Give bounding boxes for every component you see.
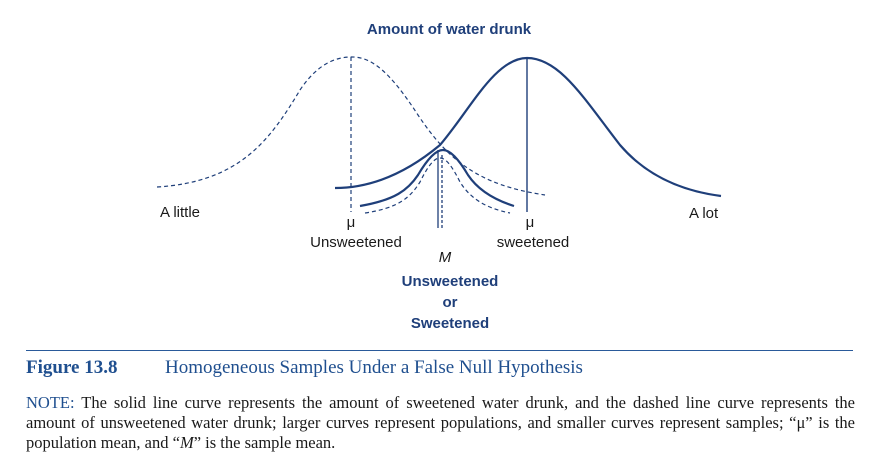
caption-divider xyxy=(26,350,853,351)
mu-unsweetened-symbol: μ xyxy=(347,214,356,231)
sweetened-sample-curve xyxy=(359,148,515,208)
a-little-label: A little xyxy=(160,204,200,221)
distribution-diagram: Amount of water drunk A little A lot μ U… xyxy=(156,21,722,332)
note-label: NOTE: xyxy=(26,393,75,412)
a-lot-label: A lot xyxy=(689,205,719,222)
sample-label-unsweetened: Unsweetened xyxy=(402,273,499,290)
mu-sweetened-symbol: μ xyxy=(526,214,535,231)
figure-note: NOTE: The solid line curve represents th… xyxy=(26,393,855,453)
diagram-title: Amount of water drunk xyxy=(367,21,532,38)
unsweetened-label: Unsweetened xyxy=(310,234,402,251)
figure-title: Homogeneous Samples Under a False Null H… xyxy=(165,357,583,378)
note-text-part1: The solid line curve represents the amou… xyxy=(26,393,856,452)
figure-number: Figure 13.8 xyxy=(26,357,118,378)
sample-label-or: or xyxy=(443,294,458,311)
sample-label-sweetened: Sweetened xyxy=(411,315,489,332)
sweetened-population-curve xyxy=(334,56,722,198)
figure-caption: Figure 13.8 Homogeneous Samples Under a F… xyxy=(26,357,853,379)
unsweetened-population-curve xyxy=(156,56,546,196)
sweetened-label: sweetened xyxy=(497,234,570,251)
sample-mean-symbol: M xyxy=(439,249,452,266)
note-text-part2: ” is the sample mean. xyxy=(193,433,336,452)
note-text-em: M xyxy=(179,433,194,452)
